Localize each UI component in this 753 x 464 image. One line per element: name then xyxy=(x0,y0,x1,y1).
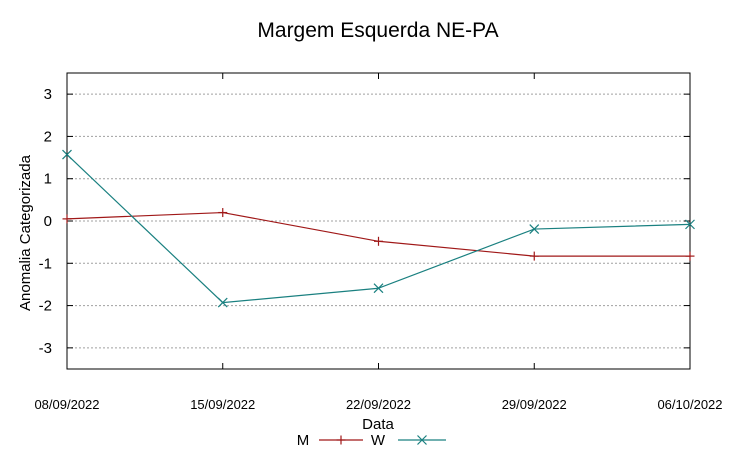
data-point-M-4 xyxy=(685,251,695,261)
x-tick-label: 06/10/2022 xyxy=(657,397,722,412)
x-axis-label: Data xyxy=(362,416,394,433)
x-tick-label: 15/09/2022 xyxy=(190,397,255,412)
data-point-W-0 xyxy=(62,149,72,160)
legend-marker-M xyxy=(336,435,346,445)
legend-marker-W xyxy=(417,435,427,445)
legend-label-M: M xyxy=(297,432,310,449)
y-tick-label: -1 xyxy=(39,255,52,272)
chart-title: Margem Esquerda NE-PA xyxy=(257,19,498,42)
series-line-W xyxy=(66,154,691,304)
x-tick-label: 29/09/2022 xyxy=(502,397,567,412)
data-point-M-0 xyxy=(62,214,72,224)
legend-label-W: W xyxy=(371,432,386,449)
data-point-M-2 xyxy=(374,236,383,246)
data-point-M-3 xyxy=(529,251,539,261)
y-tick-label: -2 xyxy=(39,298,52,315)
data-point-W-3 xyxy=(529,224,540,234)
data-point-W-1 xyxy=(217,297,228,308)
y-axis: 3 2 1 0 -1 -2 -3 xyxy=(39,86,690,357)
grid-layer xyxy=(67,93,690,349)
data-point-W-2 xyxy=(373,283,384,294)
y-tick-label: 3 xyxy=(44,86,52,103)
y-axis-label: Anomalia Categorizada xyxy=(17,154,34,311)
x-tick-label: 22/09/2022 xyxy=(346,397,411,412)
y-tick-label: 2 xyxy=(44,128,52,145)
data-point-M-1 xyxy=(218,208,228,218)
y-tick-label: 0 xyxy=(44,213,52,230)
x-tick-label: 08/09/2022 xyxy=(34,397,99,412)
y-tick-label: -3 xyxy=(39,340,52,357)
series-line-M xyxy=(66,211,690,257)
y-tick-label: 1 xyxy=(44,171,52,188)
data-point-W-4 xyxy=(685,219,695,230)
series-layer xyxy=(62,149,695,308)
x-axis: 08/09/2022 15/09/2022 22/09/2022 29/09/2022… xyxy=(34,73,723,412)
